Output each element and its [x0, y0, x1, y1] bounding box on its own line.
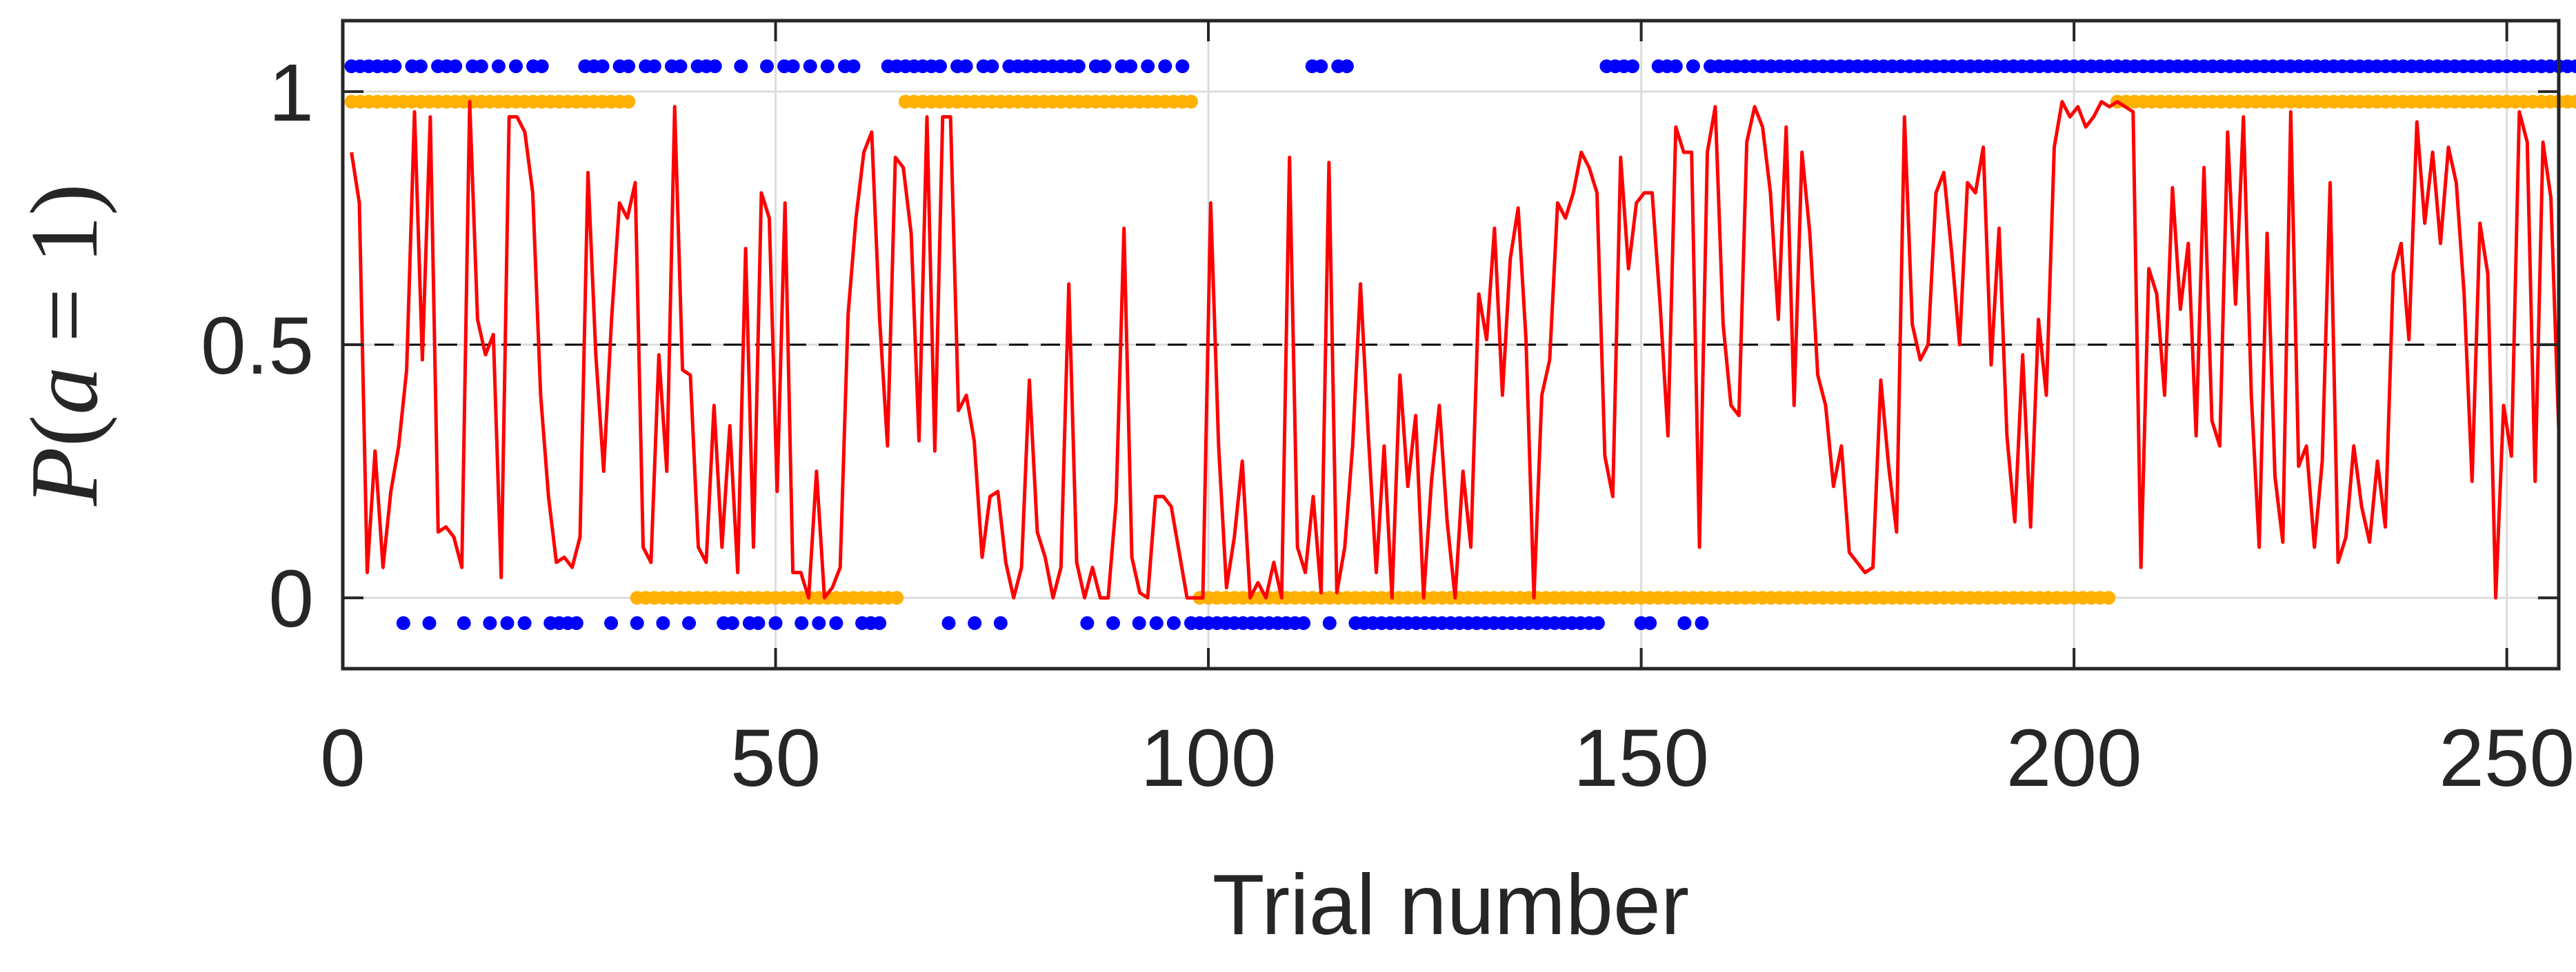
- outcome-marker: [1668, 59, 1683, 74]
- outcome-marker: [656, 616, 670, 630]
- outcome-marker: [647, 59, 661, 74]
- y-tick-label: 0: [268, 554, 314, 645]
- x-tick-label: 250: [2439, 713, 2575, 804]
- x-tick-label: 100: [1141, 713, 1277, 804]
- x-tick-label: 50: [730, 713, 821, 804]
- outcome-marker: [1106, 616, 1121, 630]
- y-tick-labels: 00.51: [201, 48, 314, 645]
- outcome-marker: [2569, 59, 2576, 74]
- outcome-marker: [1626, 59, 1640, 74]
- outcome-marker: [474, 59, 488, 74]
- action-marker: [2101, 591, 2116, 605]
- outcome-marker: [1695, 616, 1709, 630]
- outcome-marker: [500, 616, 515, 630]
- outcome-marker: [1590, 616, 1605, 630]
- outcome-marker: [595, 59, 610, 74]
- outcome-marker: [509, 59, 523, 74]
- outcome-marker: [968, 616, 982, 630]
- outcome-marker: [795, 616, 809, 630]
- outcome-marker: [535, 59, 549, 74]
- outcome-marker: [621, 59, 636, 74]
- y-axis-title-prefix: P: [11, 447, 118, 507]
- outcome-marker: [1297, 616, 1311, 630]
- outcome-marker: [1166, 616, 1181, 630]
- outcome-markers: [344, 59, 2576, 630]
- outcome-marker: [396, 616, 410, 630]
- outcome-marker: [734, 59, 748, 74]
- probability-line: [350, 100, 2561, 600]
- outcome-marker: [483, 616, 497, 630]
- outcome-marker: [751, 616, 766, 630]
- action-marker: [621, 94, 636, 109]
- outcome-marker: [812, 616, 826, 630]
- action-marker: [890, 591, 904, 605]
- outcome-marker: [846, 59, 861, 74]
- outcome-marker: [517, 616, 532, 630]
- outcome-marker: [1314, 59, 1328, 74]
- outcome-marker: [673, 59, 688, 74]
- outcome-marker: [630, 616, 644, 630]
- outcome-marker: [759, 59, 774, 74]
- y-axis-title-open: (: [11, 415, 118, 447]
- outcome-marker: [820, 59, 835, 74]
- outcome-marker: [1175, 59, 1190, 74]
- outcome-marker: [491, 59, 506, 74]
- x-tick-labels: 0 50 100 150 200 250: [320, 713, 2575, 804]
- outcome-marker: [569, 616, 583, 630]
- y-axis-title: P(a = 1): [11, 183, 118, 507]
- y-tick-label: 1: [268, 48, 314, 139]
- outcome-marker: [682, 616, 697, 630]
- y-axis-title-rest: = 1): [11, 183, 118, 367]
- outcome-marker: [941, 616, 956, 630]
- outcome-marker: [1339, 59, 1354, 74]
- y-axis-title-var: a: [11, 367, 118, 415]
- outcome-marker: [933, 59, 948, 74]
- x-tick-label: 200: [2006, 713, 2142, 804]
- outcome-marker: [1149, 616, 1164, 630]
- outcome-marker: [985, 59, 999, 74]
- action-markers: [344, 94, 2576, 605]
- action-marker: [1184, 94, 1198, 109]
- outcome-marker: [1071, 59, 1086, 74]
- tick-marks: [341, 21, 2559, 669]
- outcome-marker: [457, 616, 471, 630]
- outcome-marker: [422, 616, 437, 630]
- outcome-marker: [872, 616, 887, 630]
- outcome-marker: [1080, 616, 1095, 630]
- outcome-marker: [786, 59, 800, 74]
- x-tick-label: 150: [1573, 713, 1709, 804]
- outcome-marker: [725, 616, 739, 630]
- outcome-marker: [803, 59, 817, 74]
- outcome-marker: [604, 616, 619, 630]
- outcome-marker: [1132, 616, 1146, 630]
- outcome-marker: [413, 59, 428, 74]
- x-tick-label: 0: [320, 713, 366, 804]
- outcome-marker: [448, 59, 463, 74]
- outcome-marker: [1643, 616, 1657, 630]
- outcome-marker: [1124, 59, 1138, 74]
- outcome-marker: [829, 616, 843, 630]
- outcome-marker: [1141, 59, 1155, 74]
- outcome-marker: [708, 59, 722, 74]
- action-marker: [2569, 94, 2576, 109]
- outcome-marker: [1686, 59, 1700, 74]
- y-tick-label: 0.5: [201, 301, 314, 392]
- outcome-marker: [1158, 59, 1172, 74]
- outcome-marker: [959, 59, 973, 74]
- x-axis-title: Trial number: [1212, 858, 1689, 953]
- outcome-marker: [1322, 616, 1337, 630]
- outcome-marker: [1097, 59, 1112, 74]
- outcome-marker: [388, 59, 402, 74]
- outcome-marker: [768, 616, 783, 630]
- outcome-marker: [993, 616, 1008, 630]
- outcome-marker: [1677, 616, 1692, 630]
